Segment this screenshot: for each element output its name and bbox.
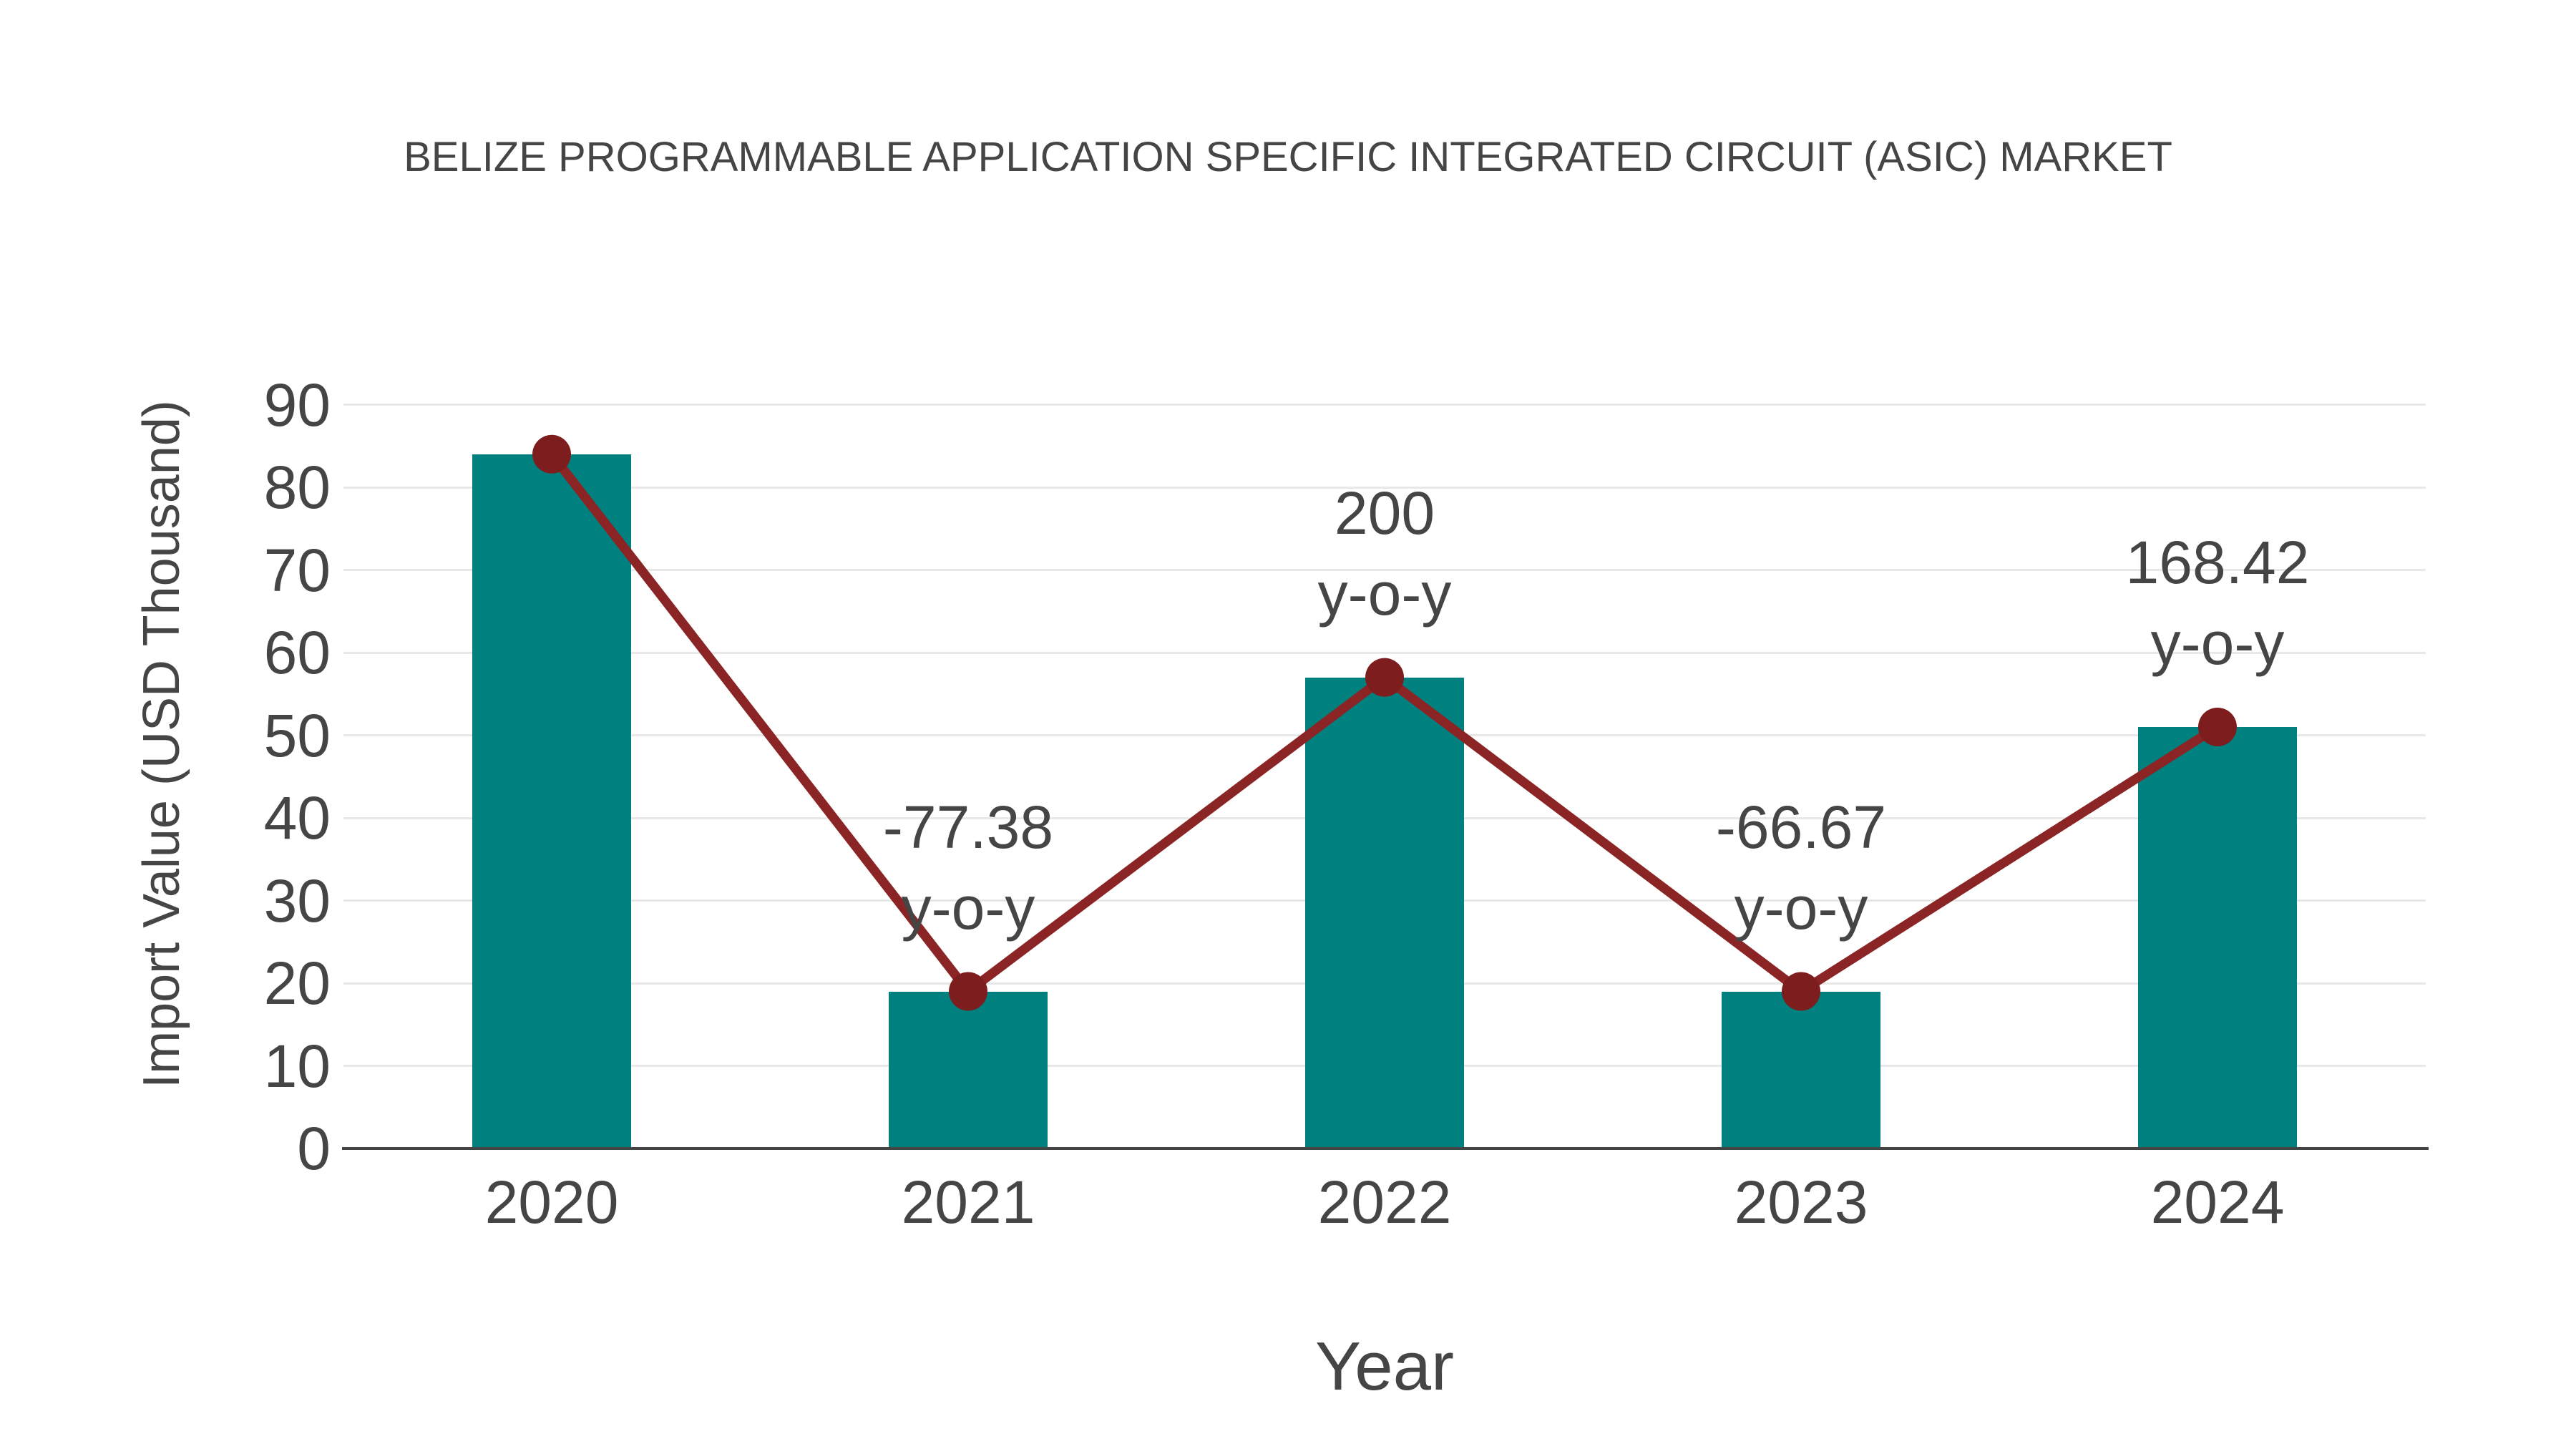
- yoy-annotation-suffix: y-o-y: [2150, 609, 2285, 677]
- x-axis-title: Year: [1315, 1328, 1454, 1405]
- bar-2024: [2138, 726, 2297, 1148]
- gridline-y-90: [343, 404, 2426, 406]
- yoy-annotation-value: 168.42: [2125, 528, 2310, 596]
- x-tick-label-2022: 2022: [1317, 1169, 1452, 1236]
- y-tick-label-50: 50: [263, 701, 331, 769]
- x-tick-label-2023: 2023: [1734, 1169, 1868, 1236]
- x-tick-label-2024: 2024: [2150, 1169, 2285, 1236]
- bar-2022: [1305, 677, 1464, 1148]
- yoy-annotation-suffix: y-o-y: [901, 874, 1035, 942]
- yoy-annotation-value: -66.67: [1715, 793, 1887, 861]
- yoy-annotation-value: -77.38: [882, 793, 1054, 861]
- y-tick-label-20: 20: [263, 950, 331, 1017]
- y-tick-label-70: 70: [263, 536, 331, 604]
- bar-2020: [472, 454, 631, 1148]
- bar-2023: [1722, 991, 1880, 1148]
- y-tick-label-40: 40: [263, 784, 331, 852]
- yoy-annotation-2023: -66.67 y-o-y: [1601, 787, 2001, 949]
- y-tick-label-80: 80: [263, 454, 331, 521]
- y-tick-label-10: 10: [263, 1032, 331, 1100]
- yoy-annotation-suffix: y-o-y: [1734, 874, 1868, 942]
- y-tick-label-30: 30: [263, 867, 331, 935]
- yoy-annotation-value: 200: [1334, 479, 1435, 547]
- y-tick-label-0: 0: [297, 1115, 331, 1182]
- bar-2021: [889, 991, 1048, 1148]
- yoy-annotation-suffix: y-o-y: [1317, 560, 1452, 628]
- x-tick-label-2020: 2020: [484, 1169, 619, 1236]
- yoy-annotation-2021: -77.38 y-o-y: [768, 787, 1169, 949]
- yoy-annotation-2022: 200 y-o-y: [1184, 473, 1585, 635]
- chart-title: BELIZE PROGRAMMABLE APPLICATION SPECIFIC…: [404, 134, 2172, 180]
- x-tick-label-2021: 2021: [901, 1169, 1035, 1236]
- yoy-annotation-2024: 168.42 y-o-y: [2017, 522, 2418, 684]
- x-axis-line: [342, 1147, 2429, 1150]
- y-tick-label-60: 60: [263, 619, 331, 686]
- y-tick-label-90: 90: [263, 371, 331, 439]
